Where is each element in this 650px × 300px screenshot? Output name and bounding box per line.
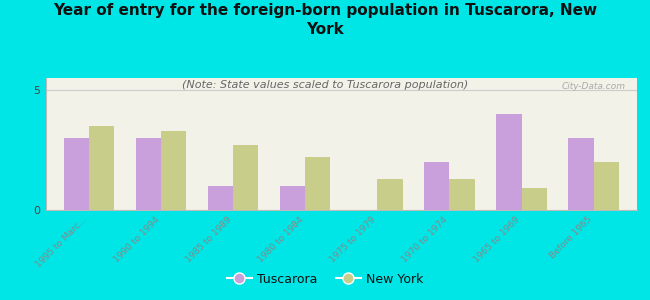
Bar [377,179,402,210]
Bar [208,186,233,210]
Bar [233,145,258,210]
Bar [424,162,449,210]
Bar [521,188,547,210]
Bar [161,131,186,210]
Bar [593,162,619,210]
Legend: Tuscarora, New York: Tuscarora, New York [222,268,428,291]
Bar [306,157,330,210]
Text: (Note: State values scaled to Tuscarora population): (Note: State values scaled to Tuscarora … [182,80,468,89]
Text: Year of entry for the foreign-born population in Tuscarora, New
York: Year of entry for the foreign-born popul… [53,3,597,37]
Bar [569,138,593,210]
Bar [64,138,89,210]
Bar [280,186,305,210]
Bar [136,138,161,210]
Bar [449,179,474,210]
Bar [89,126,114,210]
Bar [497,114,521,210]
Text: City-Data.com: City-Data.com [561,82,625,91]
